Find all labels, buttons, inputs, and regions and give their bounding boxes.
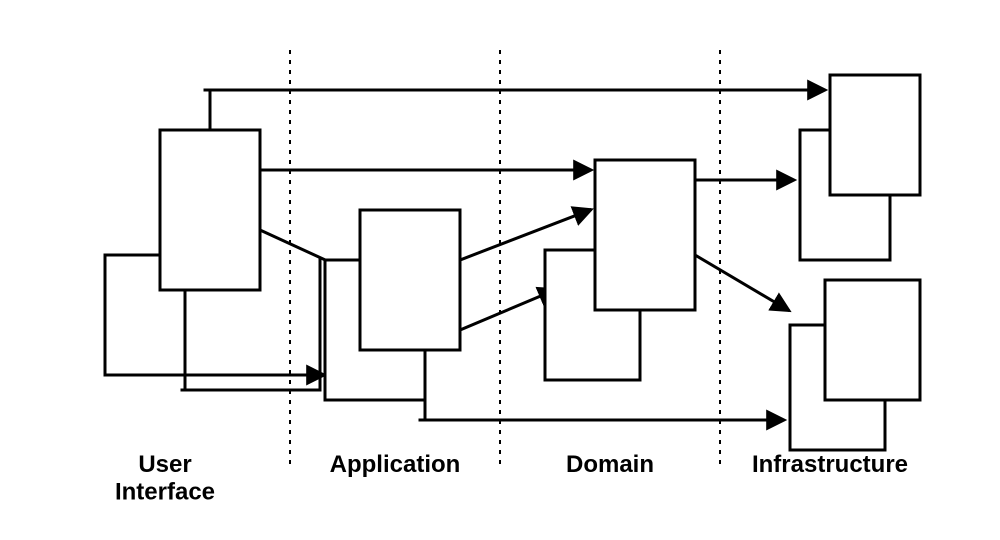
module-box-ui_front [160, 130, 260, 290]
module-box-inf2_front [825, 280, 920, 400]
layer-label-app: Application [330, 451, 461, 478]
module-box-app_front [360, 210, 460, 350]
dependency-edge [695, 255, 788, 310]
layer-label-line: Application [330, 451, 461, 478]
layer-label-line: User [138, 451, 191, 478]
layer-label-line: Infrastructure [752, 451, 908, 478]
layer-label-infra: Infrastructure [752, 451, 908, 478]
layer-label-line: Interface [115, 478, 215, 505]
layered-architecture-diagram: UserInterface Application Domain Infrastruc… [0, 0, 1000, 540]
module-box-dom_front [595, 160, 695, 310]
module-box-inf1_front [830, 75, 920, 195]
layer-label-ui: UserInterface [115, 451, 215, 506]
layer-label-line: Domain [566, 451, 654, 478]
dependency-edge [460, 290, 555, 330]
layer-labels: UserInterface Application Domain Infrastruc… [115, 451, 908, 506]
layer-label-dom: Domain [566, 451, 654, 478]
nodes-layer [105, 75, 920, 450]
edges-layer [182, 90, 824, 420]
